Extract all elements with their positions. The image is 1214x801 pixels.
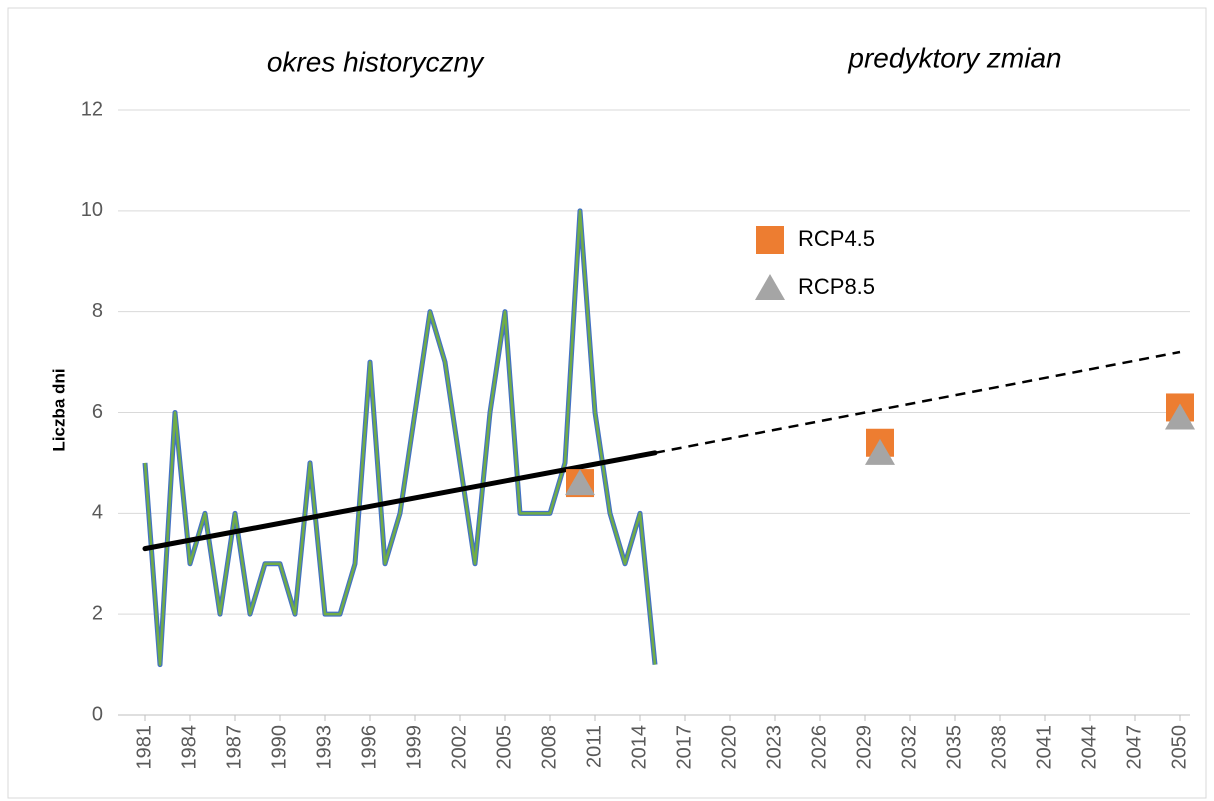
- x-tick-label: 2023: [763, 725, 785, 770]
- x-tick-label: 2044: [1078, 725, 1100, 770]
- x-tick-label: 2041: [1033, 725, 1055, 770]
- x-tick-label: 2020: [718, 725, 740, 770]
- x-tick-label: 2035: [943, 725, 965, 770]
- x-tick-label: 2038: [988, 725, 1010, 770]
- marker: [1165, 403, 1195, 430]
- chart-border: [7, 7, 1207, 799]
- line: [143, 209, 657, 666]
- y-tick-label: 6: [92, 401, 103, 423]
- x-tick-label: 2050: [1168, 725, 1190, 770]
- x-tick-label: 1996: [358, 725, 380, 770]
- y-axis-label: Liczba dni: [49, 368, 68, 451]
- y-tick-label: 8: [92, 300, 103, 322]
- legend-label: RCP8.5: [798, 274, 875, 299]
- marker: [565, 469, 595, 496]
- y-tick-label: 2: [92, 602, 103, 624]
- annotation: okres historyczny: [267, 46, 485, 77]
- x-tick-label: 2014: [628, 725, 650, 770]
- x-tick-label: 1990: [268, 725, 290, 770]
- y-tick-label: 10: [81, 199, 103, 221]
- legend-label: RCP4.5: [798, 226, 875, 251]
- annotation: predyktory zmian: [847, 42, 1061, 73]
- x-tick-label: 2011: [583, 725, 605, 768]
- trend-line-dashed: [654, 350, 1181, 455]
- x-tick-label: 2008: [538, 725, 560, 770]
- x-tick-label: 1993: [313, 725, 335, 770]
- trend-line: [142, 450, 658, 552]
- x-tick-label: 1981: [133, 725, 155, 770]
- legend-marker: [756, 226, 784, 254]
- x-tick-label: 2002: [448, 725, 470, 770]
- x-tick-label: 2029: [853, 725, 875, 770]
- marker: [865, 438, 895, 465]
- x-tick-label: 2047: [1123, 725, 1145, 770]
- x-tick-label: 2032: [898, 725, 920, 770]
- x-tick-label: 1987: [223, 725, 245, 770]
- x-tick-label: 1999: [403, 725, 425, 770]
- y-tick-label: 12: [81, 98, 103, 120]
- x-tick-label: 2026: [808, 725, 830, 770]
- y-tick-label: 0: [92, 703, 103, 725]
- x-tick-label: 2005: [493, 725, 515, 770]
- x-tick-label: 1984: [178, 725, 200, 770]
- x-tick-label: 2017: [673, 725, 695, 770]
- y-tick-label: 4: [92, 502, 103, 524]
- legend-marker: [755, 274, 785, 300]
